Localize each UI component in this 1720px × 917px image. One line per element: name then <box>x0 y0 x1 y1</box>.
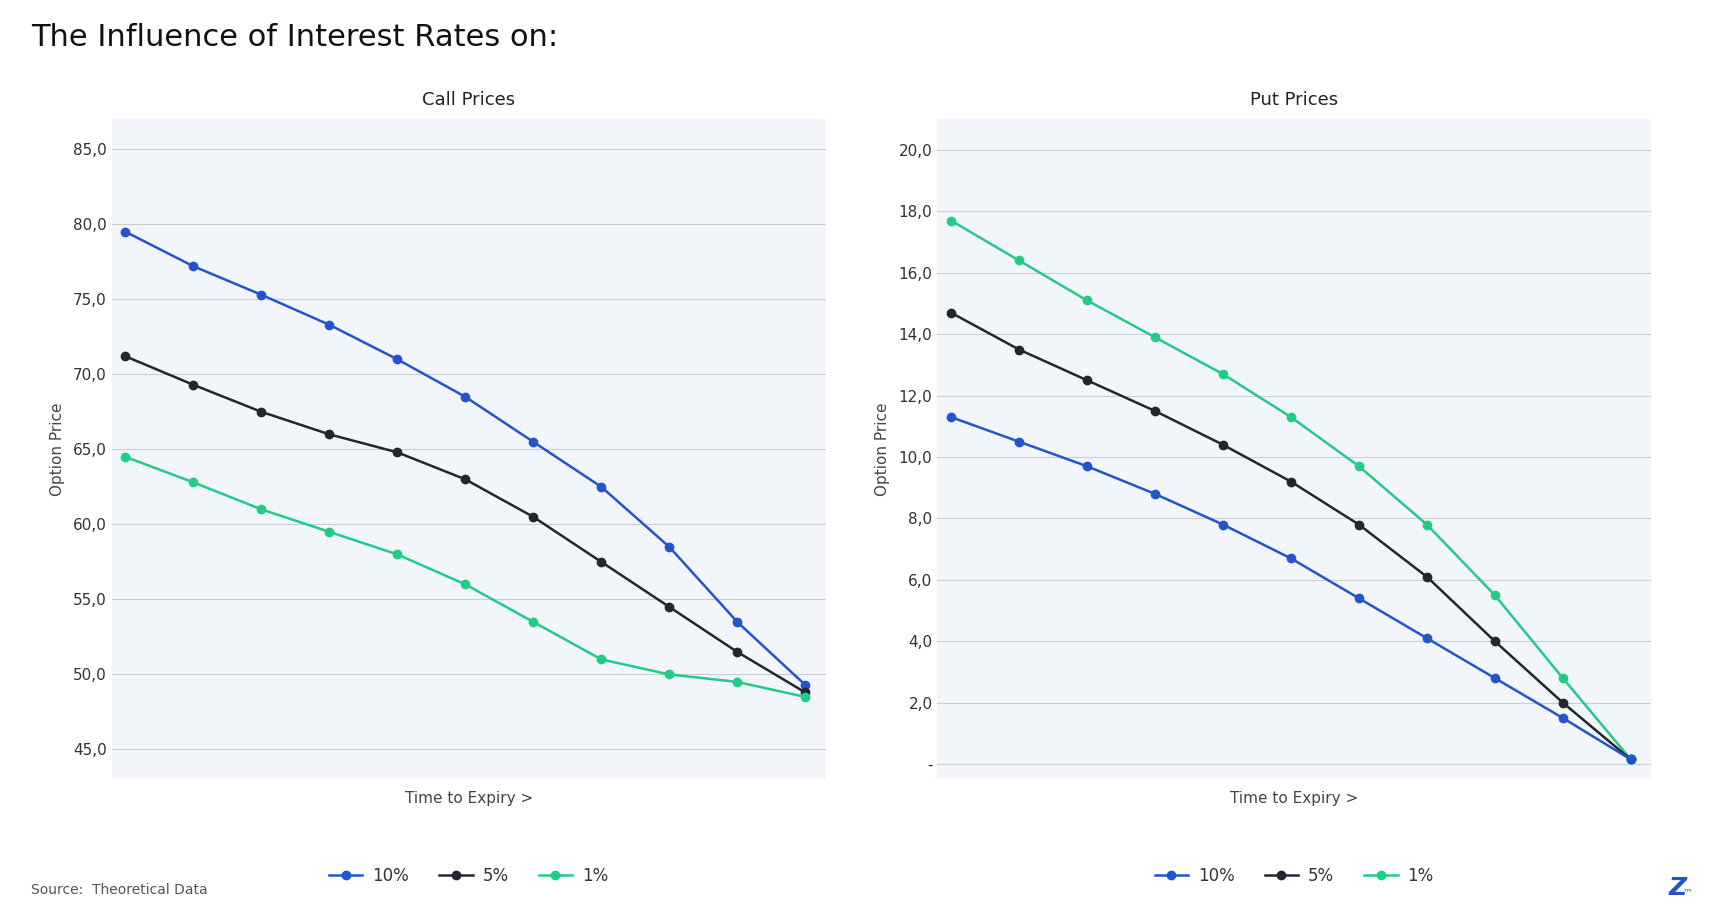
Title: Call Prices: Call Prices <box>421 92 516 109</box>
Title: Put Prices: Put Prices <box>1250 92 1338 109</box>
Text: Z: Z <box>1668 877 1687 900</box>
Text: ™: ™ <box>1682 887 1692 897</box>
X-axis label: Time to Expiry >: Time to Expiry > <box>404 790 533 805</box>
Legend: 10%, 5%, 1%: 10%, 5%, 1% <box>322 860 616 891</box>
Y-axis label: Option Price: Option Price <box>875 403 891 496</box>
Y-axis label: Option Price: Option Price <box>50 403 65 496</box>
Text: The Influence of Interest Rates on:: The Influence of Interest Rates on: <box>31 23 557 52</box>
X-axis label: Time to Expiry >: Time to Expiry > <box>1230 790 1359 805</box>
Legend: 10%, 5%, 1%: 10%, 5%, 1% <box>1147 860 1441 891</box>
Text: Source:  Theoretical Data: Source: Theoretical Data <box>31 883 208 897</box>
